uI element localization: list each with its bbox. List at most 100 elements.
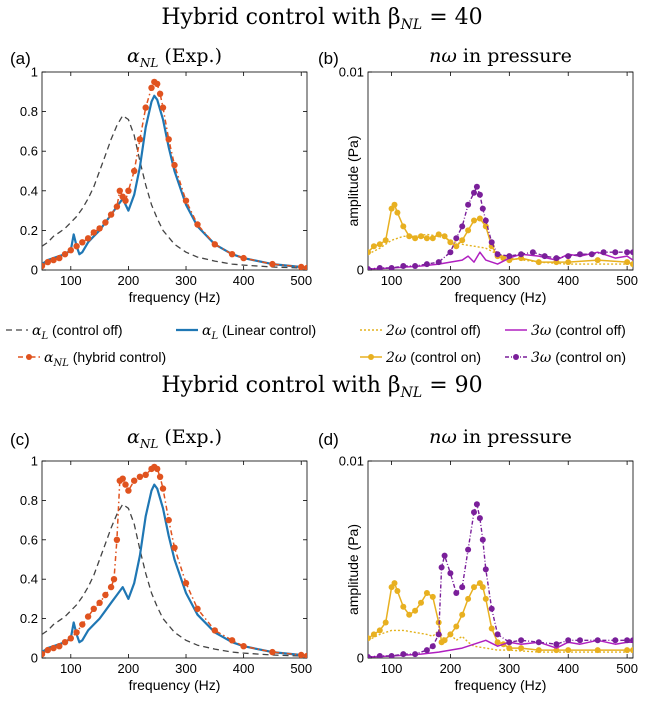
legend-symbol: 3ω [531, 323, 552, 339]
x-tick-label: 500 [616, 661, 638, 676]
x-tick-label: 300 [498, 661, 520, 676]
data-point-h3_on [465, 546, 472, 553]
y-tick-label: 0 [357, 651, 364, 666]
x-tick-label: 100 [381, 661, 403, 676]
y-tick-label: 0.2 [20, 611, 38, 626]
section-title-2: Hybrid control with βNL = 90 [161, 373, 482, 401]
data-point-h2_on [423, 235, 430, 242]
y-tick-label: 0.6 [20, 144, 38, 159]
data-point-alpha_NL [90, 229, 98, 236]
legend-item-h2_on: 2ω (control on) [360, 349, 481, 366]
axes-frame [367, 71, 634, 271]
data-point-alpha_NL [156, 90, 164, 98]
data-point-h3_on [518, 637, 525, 644]
chart-panel-a: (a) αNL (Exp.) 100 200 300 400 500 0 0.2 0.4 0.6 0.… [10, 45, 312, 305]
axes-frame [367, 460, 634, 659]
data-point-h3_on [479, 205, 486, 212]
data-point-h3_on [435, 259, 442, 266]
data-point-alpha_NL [159, 104, 167, 111]
panel-title: nω in pressure [429, 45, 572, 67]
legend-label: 3ω (control on) [531, 349, 626, 366]
data-point-alpha_NL [122, 481, 129, 488]
series-group [42, 78, 307, 270]
data-point-h3_on [553, 255, 560, 262]
data-point-h3_on [624, 249, 631, 256]
data-point-h3_on [429, 643, 436, 650]
data-point-h2_on [391, 201, 398, 208]
data-point-h3_on [388, 265, 395, 270]
x-axis-label: frequency (Hz) [129, 677, 221, 693]
data-point-alpha_NL [171, 544, 178, 551]
series-group [368, 501, 633, 658]
panel-title-sub: NL [139, 437, 159, 451]
data-point-alpha_NL [125, 487, 132, 494]
data-point-h2_on [630, 261, 633, 268]
data-point-alpha_NL [50, 256, 57, 264]
legend-symbol: α [32, 323, 42, 339]
data-point-h2_on [624, 647, 631, 654]
data-point-h2_on [447, 239, 454, 246]
y-tick-label: 0.4 [20, 183, 38, 198]
data-point-h3_on [506, 639, 513, 646]
legend-label: 2ω (control off) [385, 322, 481, 339]
legend-item-alpha_L_lin: αL (Linear control) [176, 322, 316, 342]
y-tick-label: 0 [357, 263, 364, 278]
legend-item-alpha_NL: αNL (hybrid control) [18, 349, 166, 369]
panel-title: αNL (Exp.) [127, 426, 222, 451]
y-tick-label: 0.4 [20, 572, 38, 587]
data-point-h2_on [453, 243, 460, 250]
data-point-h3_on [529, 249, 536, 256]
data-point-h2_on [400, 603, 407, 610]
data-point-h2_on [368, 635, 371, 642]
data-point-h2_on [400, 223, 407, 230]
data-point-alpha_NL [96, 225, 103, 232]
data-point-alpha_NL [61, 251, 69, 258]
data-point-h3_on [471, 189, 477, 196]
data-point-h3_on [482, 217, 489, 224]
x-tick-label: 500 [616, 273, 638, 288]
data-point-alpha_NL [67, 635, 75, 642]
legend-label: αNL (hybrid control) [44, 349, 166, 369]
legend-symbol: 2ω [385, 350, 407, 366]
panel-label: (d) [318, 430, 339, 449]
data-point-alpha_NL [131, 167, 138, 175]
data-point-h2_on [382, 237, 389, 244]
y-axis-label: amplitude (Pa) [345, 135, 361, 226]
data-point-alpha_NL [211, 241, 218, 248]
data-point-h3_on [412, 651, 419, 658]
data-point-alpha_NL [194, 221, 201, 228]
data-point-alpha_NL [44, 646, 51, 654]
y-tick-label: 0.8 [20, 104, 38, 119]
data-point-alpha_NL [240, 254, 247, 262]
data-point-h3_on [577, 637, 583, 644]
legend-item-h3_on: 3ω (control on) [505, 349, 626, 366]
x-tick-label: 400 [557, 273, 579, 288]
legend-text: (control off) [48, 322, 122, 338]
data-point-alpha_NL [298, 651, 305, 658]
data-point-h3_on [488, 605, 495, 612]
data-point-h3_on [459, 223, 466, 230]
data-point-alpha_NL [240, 643, 247, 650]
x-tick-label: 400 [233, 661, 255, 676]
data-point-alpha_NL [148, 84, 155, 92]
data-point-h3_on [476, 515, 483, 522]
data-point-h3_on [494, 251, 501, 258]
data-point-h2_on [553, 647, 560, 654]
data-point-h2_on [441, 637, 448, 644]
data-point-h2_on [506, 645, 513, 652]
data-point-alpha_NL [303, 652, 307, 658]
series-line-alpha_L_off [42, 503, 307, 657]
series-line-alpha_L_lin [42, 483, 307, 658]
data-point-h3_on [368, 266, 371, 270]
data-point-alpha_NL [50, 644, 57, 652]
data-point-alpha_NL [131, 477, 138, 484]
data-point-h2_on [482, 595, 489, 602]
data-point-h2_on [471, 584, 477, 591]
data-point-alpha_NL [154, 465, 161, 473]
data-point-h2_on [406, 611, 413, 618]
data-point-h2_on [376, 241, 383, 248]
data-point-h3_on [447, 570, 454, 577]
legend-text: (control off) [551, 322, 625, 338]
data-point-alpha_NL [73, 629, 80, 636]
data-point-alpha_NL [42, 650, 46, 658]
